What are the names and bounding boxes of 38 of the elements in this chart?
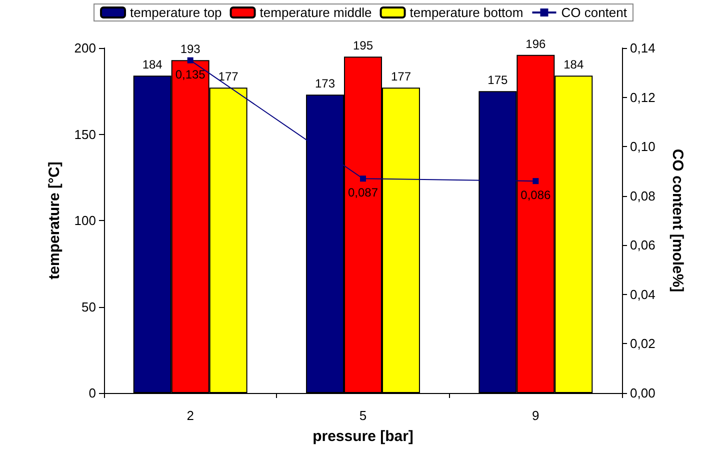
y-tick-label: 0 <box>88 386 96 400</box>
legend-label: temperature middle <box>260 5 372 20</box>
x-axis-title: pressure [bar] <box>312 428 414 445</box>
data-label: 175 <box>488 73 508 88</box>
data-label: 184 <box>564 58 584 72</box>
y2-tick-label: 0,08 <box>630 188 656 204</box>
y-tick-label: 100 <box>74 213 96 228</box>
y-axis-title: temperature [°C] <box>46 162 63 280</box>
legend-label: CO content <box>561 5 628 20</box>
y2-axis-title: CO content [mole%] <box>669 148 686 292</box>
data-label: 177 <box>218 70 239 84</box>
x-tick-label: 5 <box>359 408 367 423</box>
y-tick-label: 200 <box>74 40 96 56</box>
y2-tick-label: 0,02 <box>630 336 656 352</box>
data-label: 193 <box>180 42 201 56</box>
y2-tick-label: 0,12 <box>630 90 656 105</box>
data-label: 0,086 <box>520 188 552 202</box>
data-label: 184 <box>142 58 163 72</box>
y2-tick-label: 0,00 <box>630 386 656 400</box>
y2-tick-label: 0,06 <box>630 238 656 253</box>
point <box>187 57 194 64</box>
data-label: 0,087 <box>348 186 378 200</box>
y2-tick-label: 0,04 <box>630 286 656 302</box>
y-tick-label: 150 <box>74 126 96 142</box>
legend-label: temperature top <box>130 5 222 20</box>
data-label: 195 <box>352 38 374 53</box>
point <box>360 176 366 182</box>
data-label: 173 <box>315 76 336 91</box>
x-tick-label: 2 <box>186 408 194 423</box>
data-label: 177 <box>390 70 412 84</box>
legend-label: temperature bottom <box>410 5 524 20</box>
y2-tick-label: 0,10 <box>630 139 656 154</box>
data-label: 0,135 <box>175 67 206 82</box>
y-tick-label: 50 <box>82 299 96 314</box>
y2-tick-label: 0,14 <box>630 40 656 56</box>
data-label: 196 <box>526 36 546 51</box>
point <box>532 178 539 184</box>
x-tick-label: 9 <box>532 408 540 423</box>
